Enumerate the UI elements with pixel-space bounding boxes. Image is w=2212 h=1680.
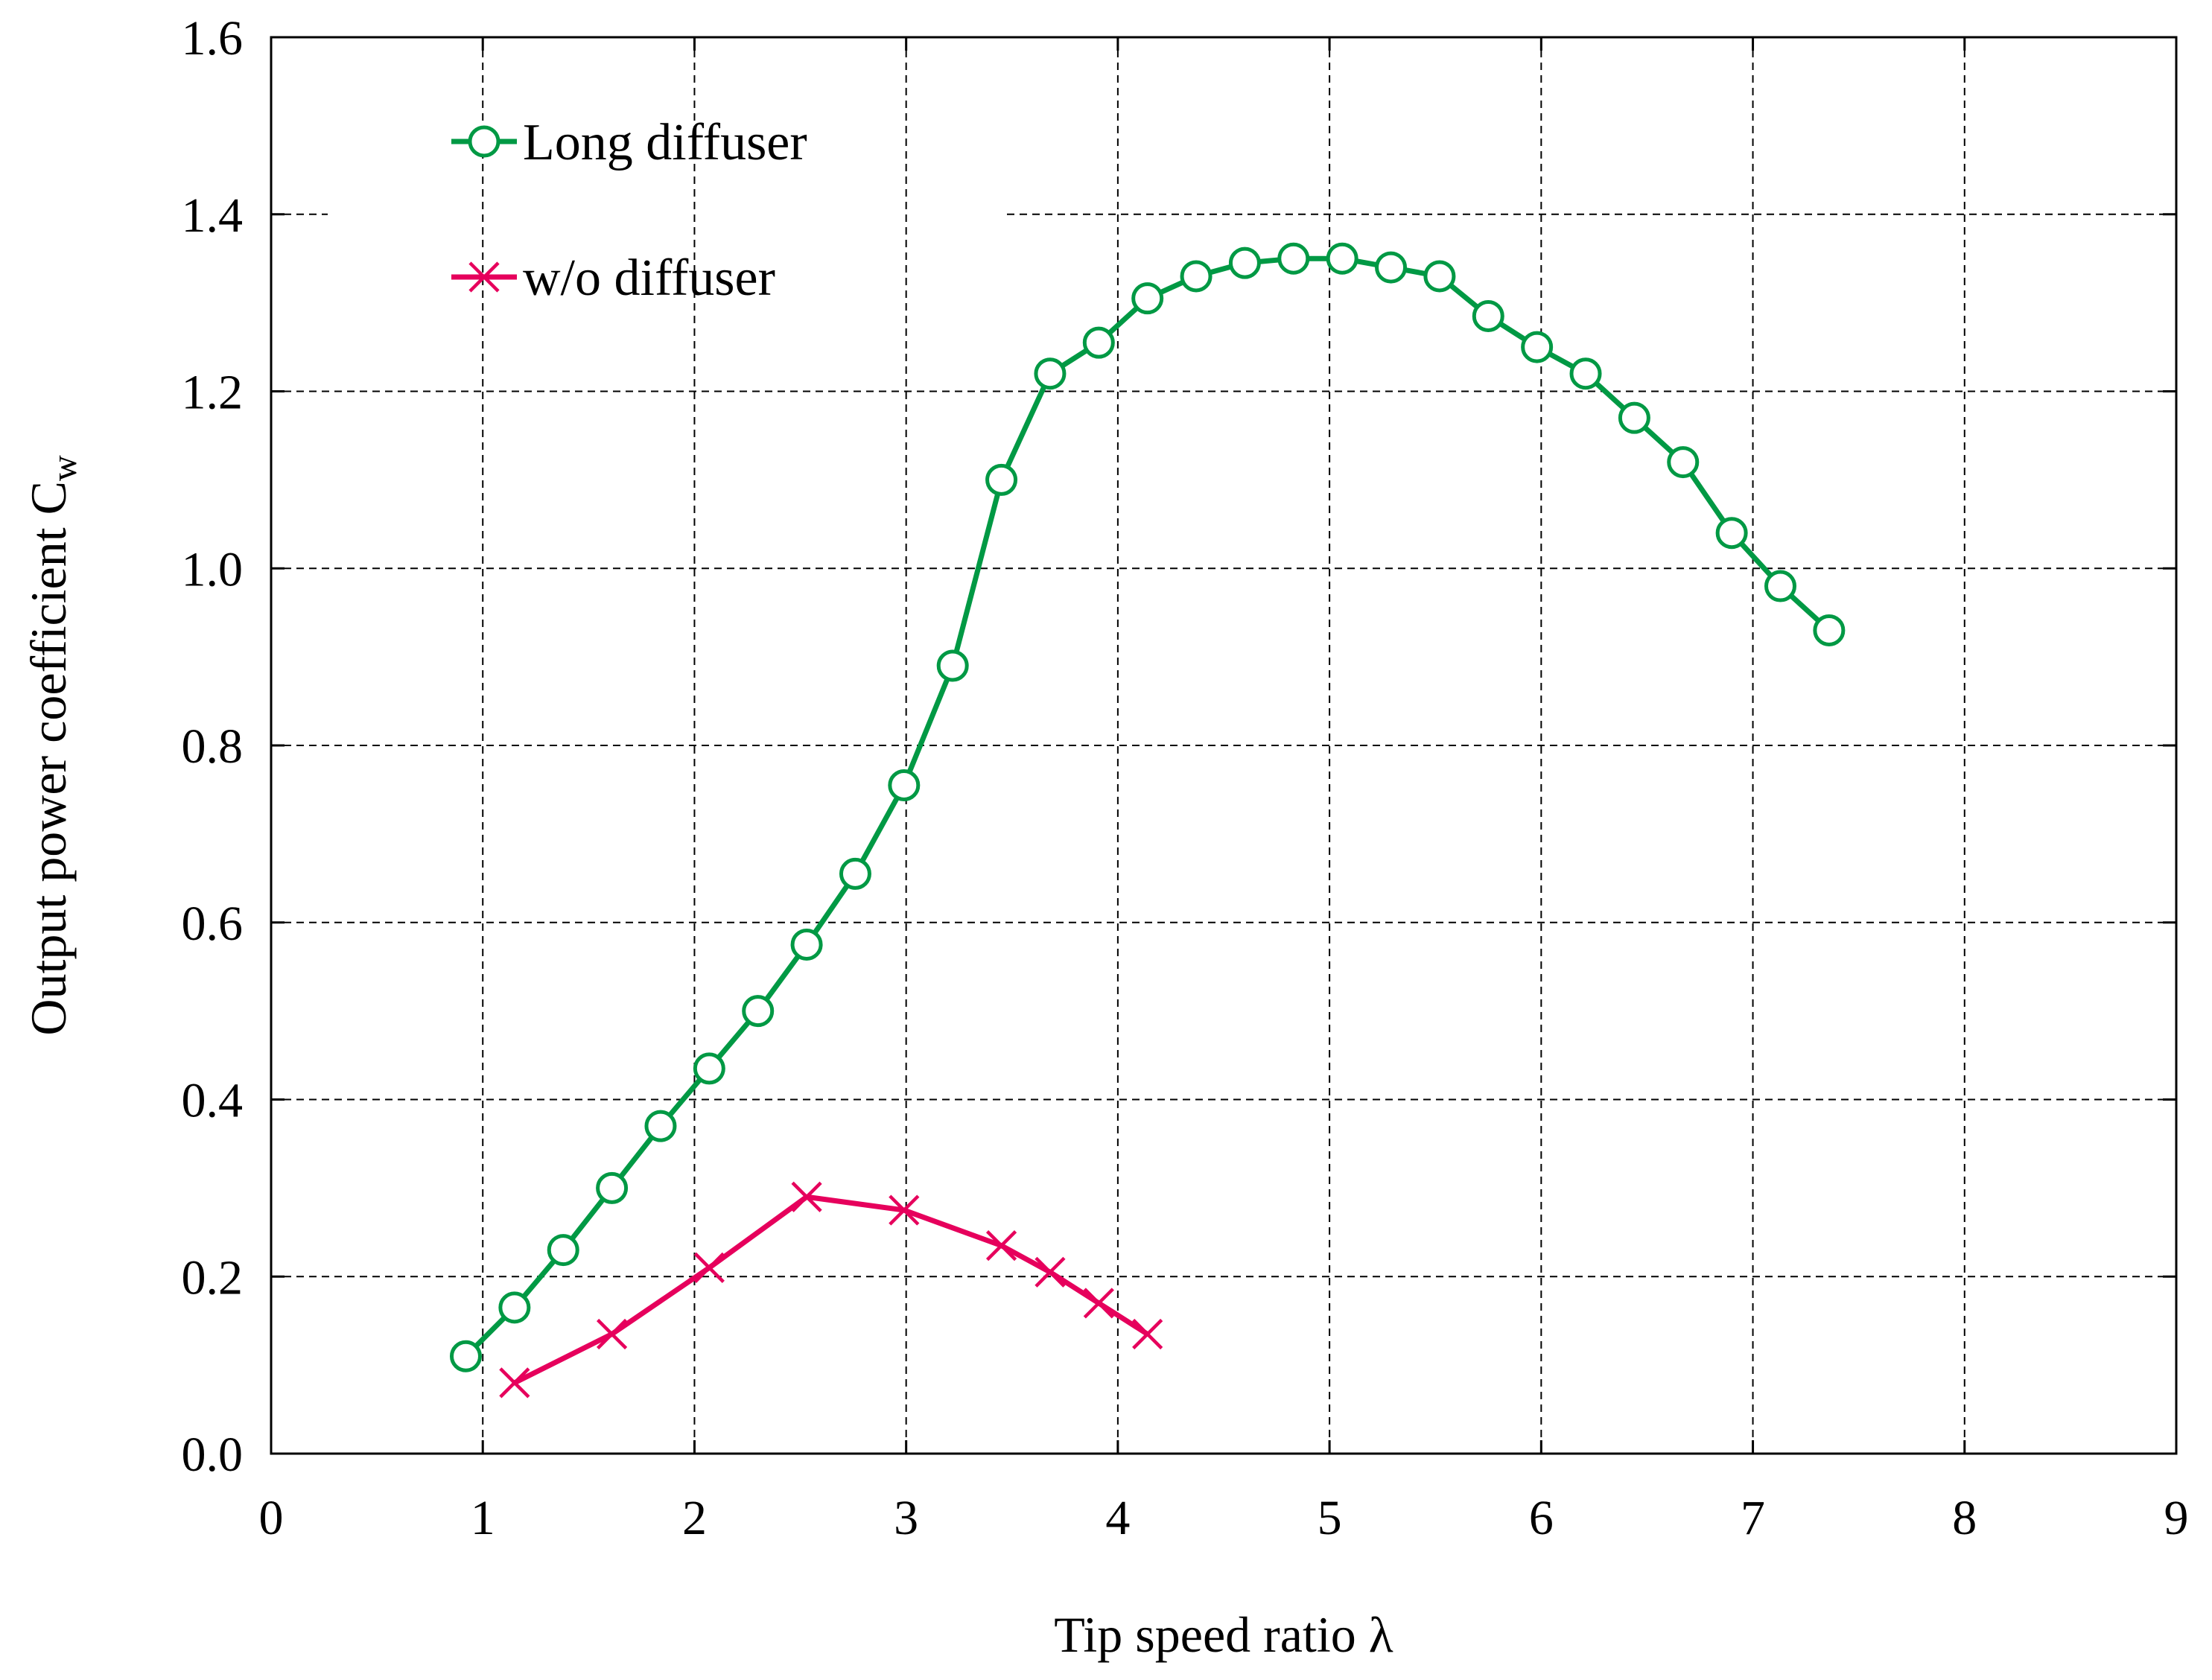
legend-label: Long diffuser (523, 114, 807, 171)
y-tick-label: 1.4 (182, 188, 244, 243)
data-point-circle (1813, 614, 1846, 646)
legend-item: w/o diffuser (451, 249, 775, 307)
data-point-circle (693, 1052, 725, 1085)
data-point-circle (1228, 246, 1261, 279)
y-axis-title-subscript: w (45, 455, 84, 481)
data-point-circle (1326, 242, 1358, 275)
x-tick-label: 1 (471, 1491, 495, 1545)
data-point-circle (936, 649, 969, 682)
data-point-circle (1423, 260, 1456, 293)
y-tick-label: 0.2 (182, 1250, 244, 1305)
data-point-circle (1618, 401, 1650, 434)
series-line (512, 1194, 1151, 1386)
grid-lines (271, 37, 2176, 1454)
data-point-circle (839, 857, 871, 890)
y-tick-label: 0.4 (182, 1074, 244, 1128)
data-point-cross (889, 1194, 920, 1226)
data-point-circle (1715, 517, 1748, 550)
data-point-circle (547, 1234, 579, 1267)
data-point-cross (791, 1181, 822, 1212)
y-tick-label: 1.6 (182, 11, 244, 66)
x-tick-label: 3 (894, 1491, 918, 1545)
data-point-cross (499, 1367, 530, 1399)
data-point-cross (985, 1230, 1017, 1261)
x-tick-label: 7 (1741, 1491, 1765, 1545)
legend: Long diffuser w/o diffuser (451, 114, 807, 307)
data-point-cross (1132, 1318, 1163, 1350)
data-point-cross (1083, 1288, 1114, 1319)
series-long-diffuser (449, 242, 1846, 1372)
y-axis-title: Output power coefficient Cw (20, 455, 84, 1036)
data-point-circle (1375, 251, 1408, 284)
y-tick-label: 1.0 (182, 542, 244, 596)
series-without-diffuser (499, 1181, 1163, 1399)
data-point-cross (468, 261, 500, 293)
data-point-circle (1034, 357, 1067, 390)
data-point-circle (985, 463, 1018, 496)
data-point-circle (644, 1110, 677, 1142)
data-point-circle (1667, 446, 1700, 479)
x-tick-label: 9 (2164, 1491, 2189, 1545)
x-tick-label: 5 (1318, 1491, 1342, 1545)
data-point-cross (597, 1318, 628, 1350)
data-point-circle (888, 769, 921, 801)
axis-ticks: 0 1 2 3 4 5 6 7 8 9 0.0 0.2 0.4 0.6 0.8 1.0 1.2 1.4 1.6 (182, 11, 2189, 1545)
legend-item: Long diffuser (451, 114, 807, 171)
data-point-circle (1472, 299, 1504, 332)
data-point-circle (1131, 282, 1164, 315)
data-point-circle (596, 1171, 629, 1204)
data-point-circle (449, 1340, 482, 1372)
data-point-circle (1569, 357, 1602, 390)
x-tick-label: 8 (1952, 1491, 1977, 1545)
y-axis-title-main: Output power coefficient C (20, 481, 77, 1036)
data-point-circle (1082, 326, 1115, 359)
x-axis-title: Tip speed ratio λ (1054, 1606, 1393, 1663)
x-tick-label: 2 (682, 1491, 707, 1545)
data-point-circle (468, 125, 500, 158)
x-tick-label: 0 (259, 1491, 284, 1545)
data-point-circle (790, 928, 823, 961)
data-point-circle (1764, 570, 1797, 602)
y-tick-label: 0.0 (182, 1428, 244, 1482)
data-point-circle (1277, 242, 1310, 275)
data-point-circle (1521, 331, 1554, 363)
y-tick-label: 0.8 (182, 719, 244, 774)
x-tick-label: 4 (1105, 1491, 1130, 1545)
data-point-cross (693, 1252, 725, 1283)
y-tick-label: 1.2 (182, 366, 244, 420)
data-point-circle (742, 995, 775, 1028)
legend-label: w/o diffuser (523, 249, 775, 307)
data-point-circle (498, 1291, 531, 1324)
x-tick-label: 6 (1529, 1491, 1554, 1545)
data-point-cross (1035, 1256, 1066, 1288)
data-point-circle (1180, 260, 1213, 293)
plot-series (449, 242, 1846, 1399)
y-tick-label: 0.6 (182, 897, 244, 951)
